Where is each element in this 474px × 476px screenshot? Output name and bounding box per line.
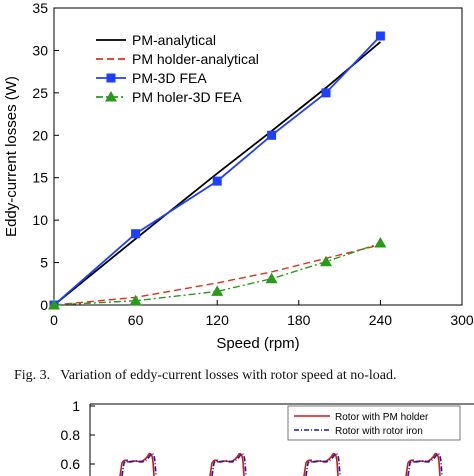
legend-label: Rotor with PM holder <box>335 412 429 423</box>
y-tick-label: 35 <box>32 0 48 16</box>
data-point <box>212 176 222 186</box>
legend-label: PM-3D FEA <box>132 70 207 86</box>
y-tick-label: 0.6 <box>61 456 81 472</box>
legend: Rotor with PM holder Rotor with rotor iro… <box>287 405 461 441</box>
axis-ticks: 1 0.8 0.6 <box>61 398 474 476</box>
data-point <box>131 229 141 239</box>
legend-swatch-marker <box>106 73 116 83</box>
eddy-loss-chart: 0 60 120 180 240 300 0 5 10 15 20 25 30 35 Speed (rpm… <box>3 0 474 352</box>
series-0 <box>53 41 381 306</box>
data-point <box>48 299 60 310</box>
y-tick-label: 1 <box>72 398 80 414</box>
series-line <box>53 41 381 306</box>
y-tick-label: 30 <box>32 42 48 58</box>
y-axis-label: Eddy-current losses (W) <box>3 76 20 237</box>
x-tick-label: 120 <box>206 312 230 328</box>
legend-label: PM-analytical <box>132 32 216 48</box>
x-tick-label: 180 <box>287 312 311 328</box>
x-axis-label: Speed (rpm) <box>216 335 299 352</box>
x-tick-label: 300 <box>450 312 474 328</box>
legend: PM-analytical PM holder-analytical PM-3D F… <box>96 32 259 105</box>
caption-text: Variation of eddy-current losses with ro… <box>60 368 397 383</box>
figure-caption: Fig. 3. Variation of eddy-current losses … <box>14 368 474 384</box>
x-tick-label: 240 <box>369 312 393 328</box>
series-line <box>53 242 381 306</box>
y-tick-label: 10 <box>32 212 48 228</box>
series-line <box>53 35 382 306</box>
data-point <box>320 255 332 267</box>
y-tick-label: 25 <box>32 85 48 101</box>
waveform-segment <box>211 452 247 476</box>
series-group <box>48 31 387 310</box>
legend-box <box>287 405 461 441</box>
waveform-segment <box>121 452 157 476</box>
data-point <box>267 130 277 140</box>
waveform-segment <box>407 452 443 476</box>
y-tick-label: 15 <box>32 170 48 186</box>
y-tick-label: 0.8 <box>61 427 81 443</box>
y-tick-label: 0 <box>40 297 48 313</box>
series-group <box>119 452 443 476</box>
axis-ticks: 0 60 120 180 240 300 0 5 10 15 20 25 30 35 <box>32 0 473 328</box>
series-1 <box>121 452 443 476</box>
x-tick-label: 0 <box>50 312 58 328</box>
series-0 <box>119 452 441 476</box>
plot-area-frame <box>53 7 463 306</box>
data-point <box>321 88 331 98</box>
data-point <box>374 237 387 248</box>
data-point <box>211 285 224 296</box>
series-line <box>53 244 381 306</box>
legend-label: PM holer-3D FEA <box>132 89 242 105</box>
data-point <box>265 272 278 284</box>
waveform-segment <box>305 452 341 476</box>
caption-label: Fig. 3. <box>14 368 51 383</box>
x-tick-label: 60 <box>128 312 144 328</box>
legend-label: PM holder-analytical <box>132 51 259 67</box>
y-tick-label: 5 <box>40 255 48 271</box>
series-1 <box>53 244 381 306</box>
data-point <box>375 31 385 41</box>
waveform-chart-partial: 1 0.8 0.6 Rotor with PM holder Rotor with r… <box>61 398 474 476</box>
legend-swatch-marker <box>105 91 117 102</box>
data-point <box>129 294 142 306</box>
y-tick-label: 20 <box>32 127 48 143</box>
legend-label: Rotor with rotor iron <box>335 426 423 437</box>
series-3 <box>48 237 387 310</box>
